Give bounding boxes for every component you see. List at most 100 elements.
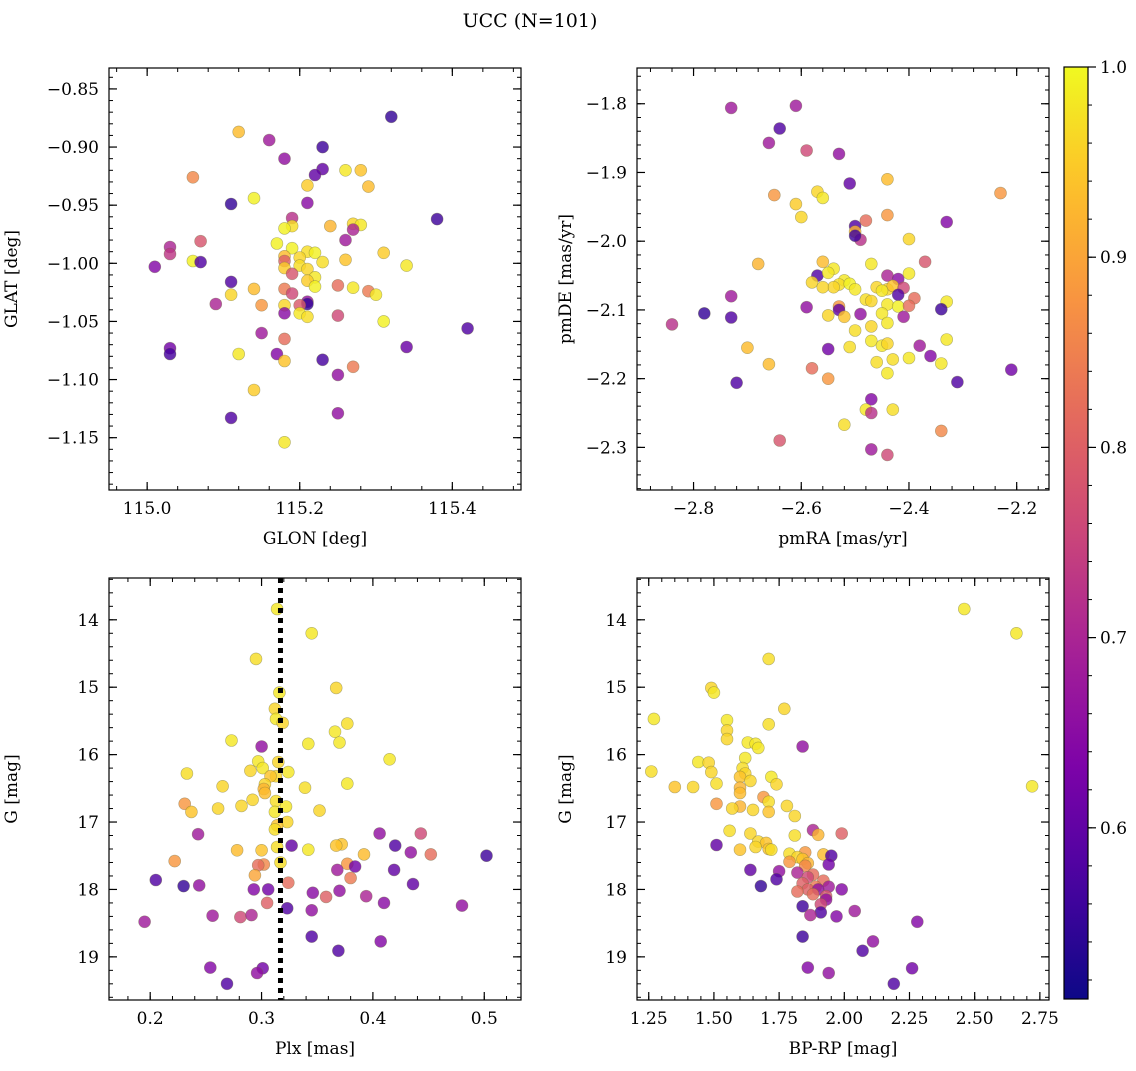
y-tick-label: 16 <box>605 746 627 766</box>
scatter-point <box>362 180 375 193</box>
scatter-point <box>163 347 177 361</box>
scatter-point <box>331 406 345 420</box>
x-tick-label: 2.50 <box>956 1009 994 1029</box>
scatter-point <box>910 915 924 929</box>
scatter-point <box>224 275 238 289</box>
scatter-point <box>377 896 391 910</box>
scatter-point <box>940 333 954 346</box>
x-tick-label: 0.2 <box>137 1009 164 1029</box>
scatter-point <box>881 448 894 462</box>
scatter-point <box>301 737 315 751</box>
scatter-point <box>835 827 849 840</box>
scatter-point <box>281 765 295 779</box>
scatter-point <box>339 253 352 267</box>
panel-1: 115.0 115.2 115.4 −1.15 −1.10 −1.05 −1.00 −0.95… <box>2 67 522 549</box>
panel-3: 0.2 0.3 0.4 0.5 14 15 16 17 18 19 Plx [mas] G [mag] <box>2 577 522 1059</box>
y-tick-label: 16 <box>77 746 99 766</box>
scatter-point <box>994 186 1007 200</box>
scatter-point <box>887 977 901 991</box>
y-tick-label: 14 <box>77 611 99 631</box>
scatter-point <box>814 906 828 919</box>
scatter-point <box>796 930 809 943</box>
scatter-point <box>328 725 342 739</box>
scatter-point <box>373 827 386 840</box>
y-tick-label: 15 <box>605 678 627 698</box>
scatter-point <box>406 877 420 891</box>
scatter-point <box>830 910 843 923</box>
scatter-point <box>377 315 391 328</box>
scatter-point <box>246 793 259 807</box>
x-axis-label: pmRA [mas/yr] <box>778 529 907 549</box>
scatter-point <box>340 777 354 790</box>
scatter-point <box>261 883 275 896</box>
scatter-point <box>383 752 396 766</box>
scatter-point <box>220 977 234 991</box>
scatter-point <box>301 196 314 210</box>
scatter-point <box>400 340 413 354</box>
scatter-point <box>744 774 757 788</box>
colorbar-tick-label: 0.6 <box>1100 819 1127 839</box>
scatter-point <box>344 871 357 885</box>
scatter-point <box>185 805 198 819</box>
scatter-point <box>940 215 954 229</box>
axes-frame <box>636 577 1050 1001</box>
y-tick-label: 18 <box>77 880 99 900</box>
scatter-point <box>270 237 284 250</box>
scatter-point <box>359 889 373 903</box>
scatter-point <box>301 179 314 192</box>
scatter-point <box>234 910 247 924</box>
figure-title: UCC (N=101) <box>463 10 598 32</box>
scatter-point <box>746 803 760 817</box>
y-tick-label: −0.90 <box>47 138 99 158</box>
scatter-point <box>255 298 268 312</box>
scatter-point <box>387 863 401 877</box>
scatter-point <box>357 848 371 861</box>
scatter-point <box>224 288 238 302</box>
scatter-point <box>285 287 299 300</box>
scatter-point <box>384 110 398 124</box>
colorbar-gradient <box>1064 67 1088 999</box>
scatter-point <box>837 310 851 324</box>
scatter-point <box>848 324 862 337</box>
scatter-point <box>168 854 181 868</box>
scatter-point <box>924 349 937 363</box>
scatter-point <box>762 805 776 819</box>
scatter-point <box>794 210 808 224</box>
scatter-point <box>881 208 894 222</box>
scatter-point <box>301 310 314 324</box>
y-axis-label: GLAT [deg] <box>2 230 22 328</box>
x-axis-label: GLON [deg] <box>263 529 367 549</box>
scatter-point <box>881 337 894 350</box>
x-tick-label: −2.4 <box>888 499 929 519</box>
y-tick-label: −0.95 <box>47 196 99 216</box>
scatter-point <box>455 899 469 912</box>
scatter-point <box>149 873 163 887</box>
scatter-point <box>762 357 776 371</box>
scatter-point <box>800 144 813 157</box>
scatter-point <box>255 843 268 857</box>
scatter-point <box>192 879 206 892</box>
scatter-point <box>346 360 360 374</box>
scatter-point <box>209 297 223 311</box>
scatter-point <box>331 309 345 322</box>
scatter-point <box>816 255 830 269</box>
scatter-point <box>316 255 329 269</box>
y-tick-label: −2.1 <box>586 301 627 321</box>
scatter-point <box>430 212 444 226</box>
scatter-point <box>216 779 229 793</box>
y-tick-label: −2.2 <box>586 370 627 390</box>
scatter-point <box>866 935 880 948</box>
scatter-point <box>827 280 840 294</box>
scatter-point <box>730 376 743 390</box>
scatter-point <box>644 765 658 778</box>
scatter-point <box>665 318 679 331</box>
scatter-point <box>773 434 787 447</box>
scatter-point <box>369 288 383 302</box>
scatter-point <box>859 214 873 227</box>
scatter-point <box>374 935 388 948</box>
x-tick-label: 2.75 <box>1021 1009 1059 1029</box>
scatter-point <box>249 652 263 666</box>
scatter-point <box>821 342 835 356</box>
scatter-point <box>298 781 312 795</box>
y-tick-label: −2.3 <box>586 438 627 458</box>
